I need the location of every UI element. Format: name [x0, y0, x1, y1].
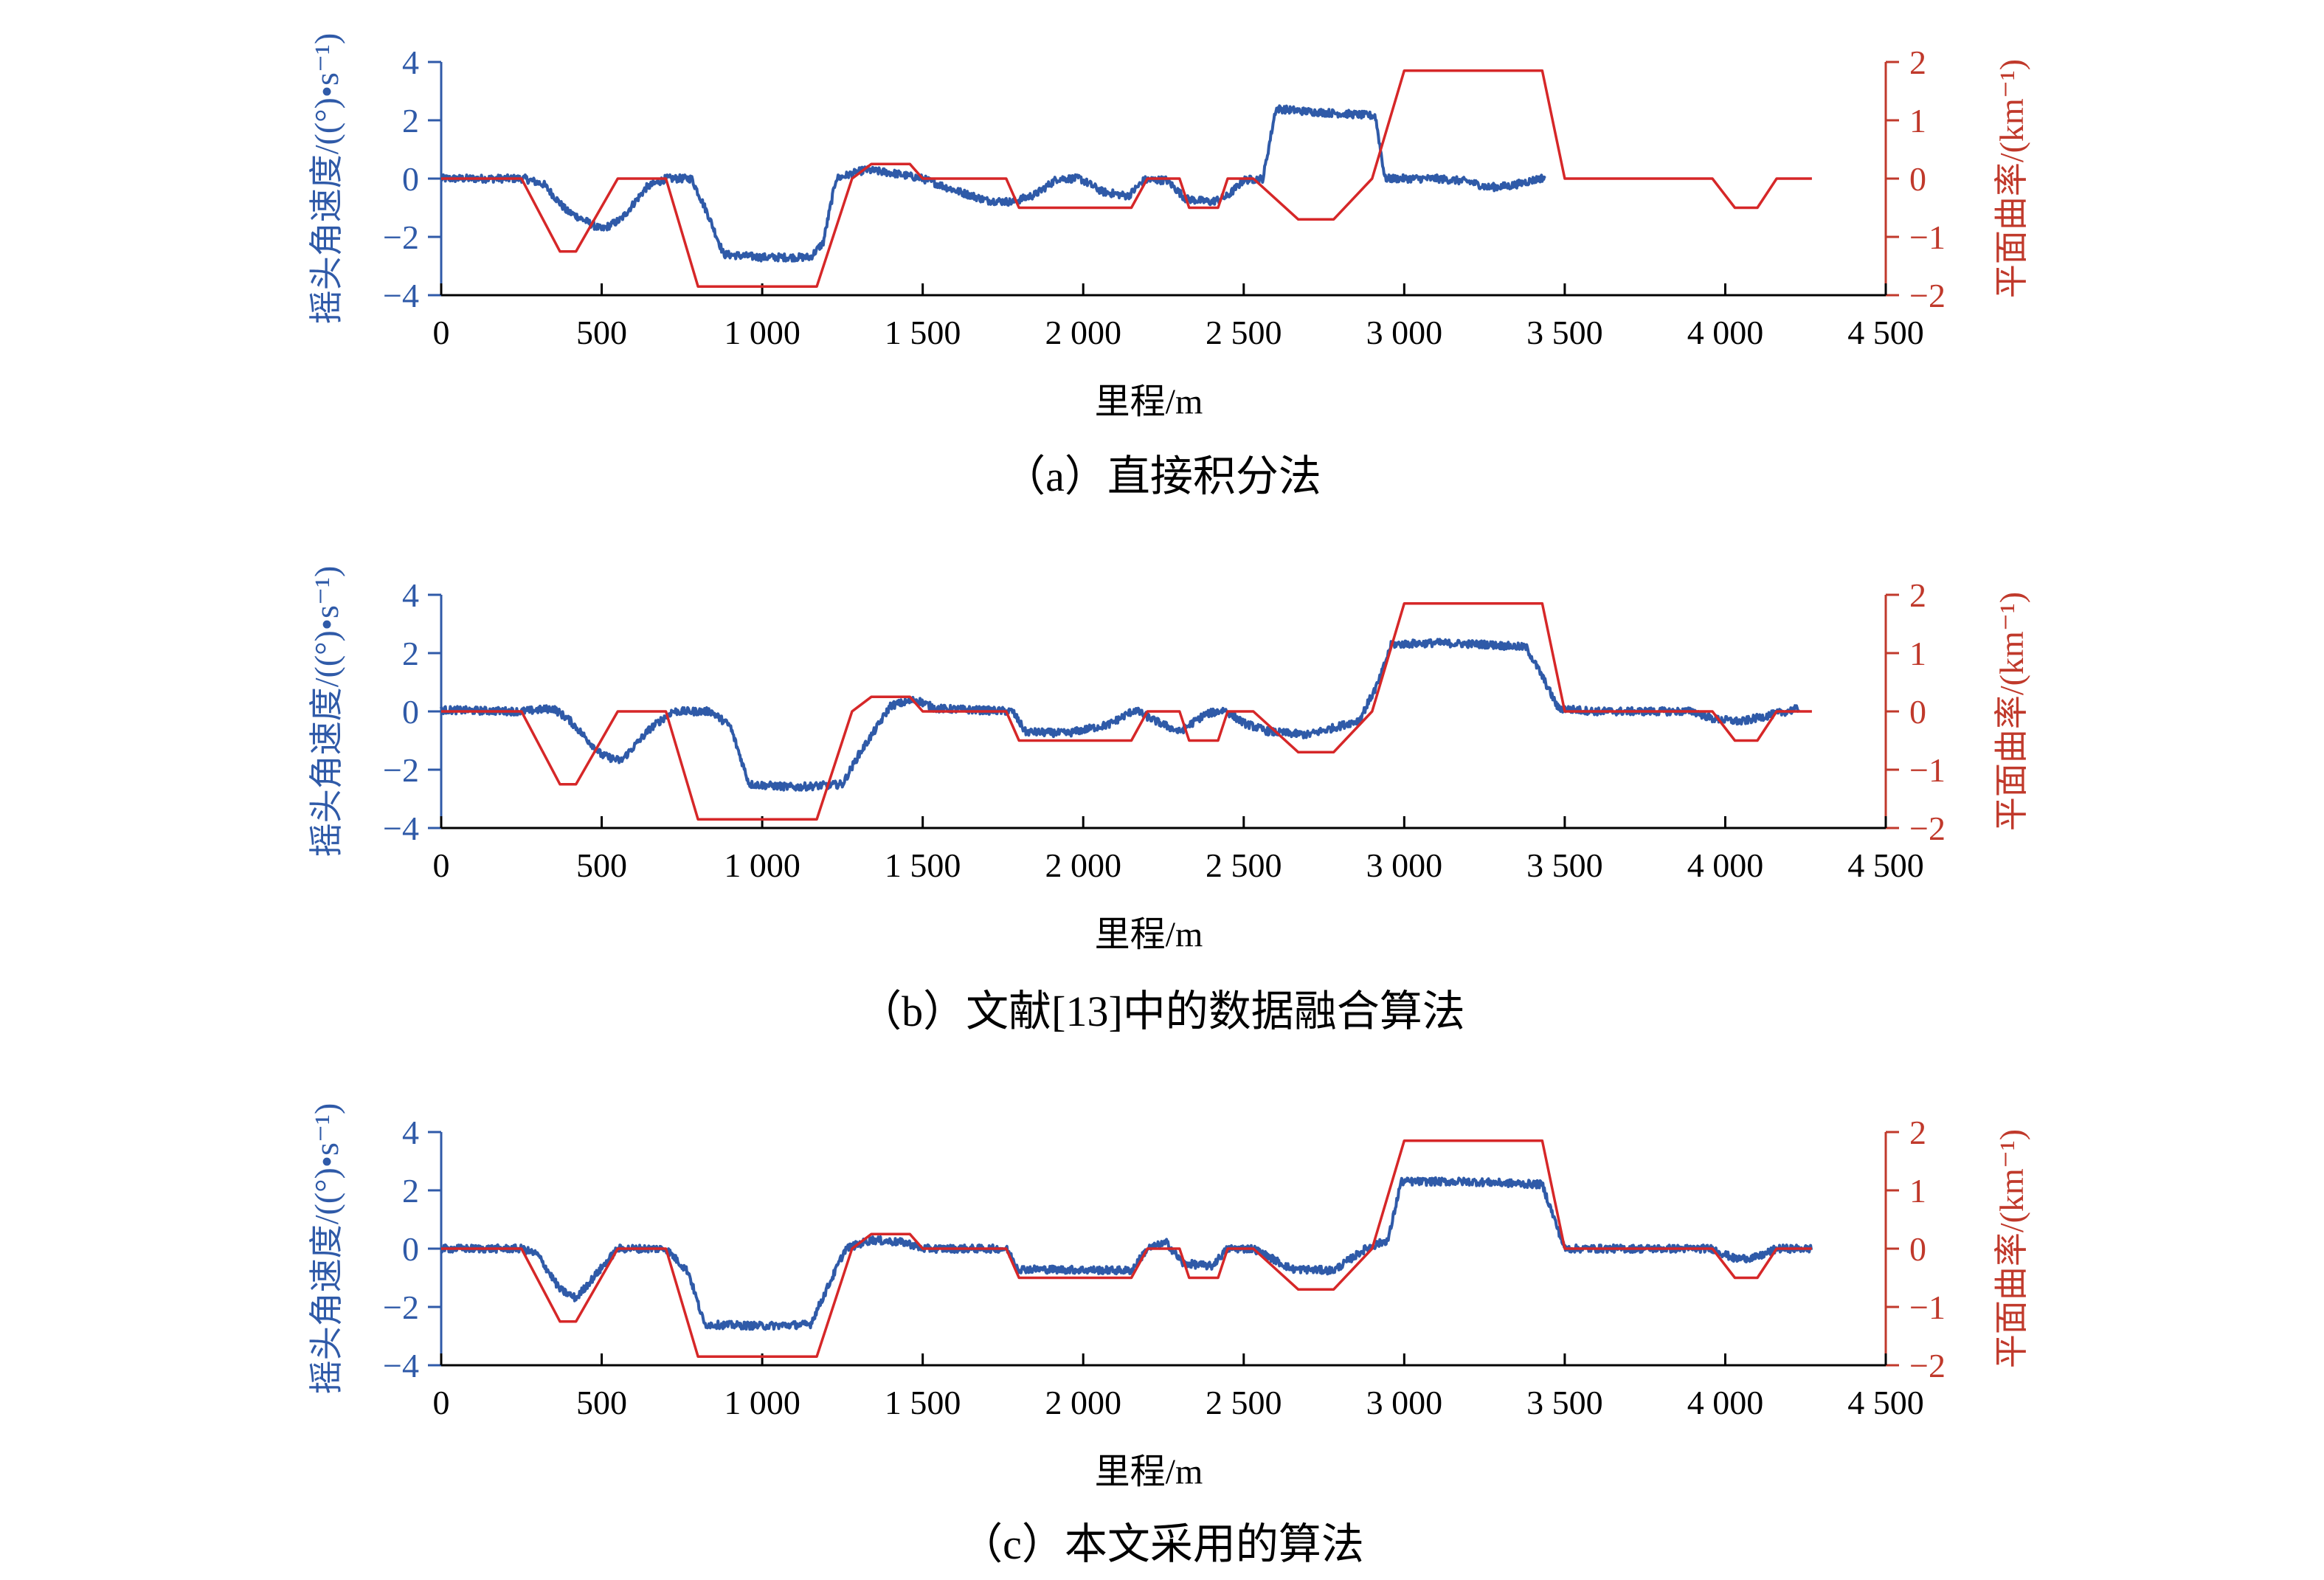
x-tick-label: 3 500: [1526, 314, 1603, 351]
x-tick-label: 4 000: [1687, 314, 1764, 351]
x-tick-label: 2 500: [1206, 846, 1282, 884]
x-tick-label: 3 000: [1366, 846, 1443, 884]
x-axis-title: 里程/m: [1095, 915, 1203, 954]
left-tick-label: −2: [383, 1289, 419, 1326]
right-tick-label: 0: [1909, 693, 1926, 731]
left-tick-label: 2: [402, 635, 419, 672]
right-tick-label: −1: [1909, 751, 1946, 789]
right-axis-title: 平面曲率/(km⁻¹): [1993, 1129, 2030, 1368]
x-tick-label: 3 000: [1366, 314, 1443, 351]
curvature-series-line: [441, 602, 1812, 821]
right-tick-label: 1: [1909, 1172, 1926, 1210]
x-tick-label: 1 000: [724, 314, 800, 351]
right-tick-label: −1: [1909, 1289, 1946, 1326]
left-tick-label: −4: [383, 1347, 419, 1384]
left-tick-label: −4: [383, 810, 419, 847]
x-tick-label: 2 000: [1045, 846, 1121, 884]
x-tick-label: 0: [433, 846, 450, 884]
x-tick-label: 2 000: [1045, 1384, 1121, 1421]
yaw-rate-series-line: [440, 638, 1800, 792]
curvature-series-line: [441, 69, 1812, 288]
right-tick-label: 2: [1909, 44, 1926, 81]
x-tick-label: 500: [576, 314, 627, 351]
x-axis-title: 里程/m: [1095, 1452, 1203, 1491]
right-tick-label: 2: [1909, 576, 1926, 614]
right-tick-label: −2: [1909, 810, 1946, 847]
chart-panel-a: 4 2 0 −2 −4 2 1 0 −1 −2 0 500 1 000 1 500 2 000 2 500 3 …: [308, 33, 2030, 500]
chart-panel-c: 4 2 0 −2 −4 2 1 0 −1 −2 0 500 1 000 1 500 2 000 2 500 3 …: [308, 1103, 2030, 1568]
right-tick-label: −1: [1909, 218, 1946, 256]
left-tick-label: −4: [383, 277, 419, 314]
right-tick-label: −2: [1909, 277, 1946, 314]
left-tick-label: −2: [383, 751, 419, 789]
left-tick-label: 2: [402, 102, 419, 139]
left-axis-title: 摇头角速度/((°)•s⁻¹): [308, 566, 345, 858]
yaw-rate-series-line: [440, 1176, 1813, 1331]
chart-panel-b: 4 2 0 −2 −4 2 1 0 −1 −2 0 500 1 000 1 500 2 000 2 500 3 …: [308, 566, 2030, 1035]
right-tick-label: 2: [1909, 1114, 1926, 1151]
left-tick-label: 4: [402, 44, 419, 81]
x-tick-label: 4 000: [1687, 846, 1764, 884]
right-axis-title: 平面曲率/(km⁻¹): [1993, 59, 2030, 298]
x-tick-label: 4 500: [1847, 1384, 1924, 1421]
x-tick-label: 2 500: [1206, 314, 1282, 351]
right-tick-label: 0: [1909, 160, 1926, 198]
x-tick-label: 3 500: [1526, 1384, 1603, 1421]
left-tick-label: −2: [383, 218, 419, 256]
left-tick-label: 0: [402, 160, 419, 198]
yaw-rate-series-line: [440, 104, 1546, 263]
x-axis-title: 里程/m: [1095, 382, 1203, 421]
panel-caption: （a）直接积分法: [1003, 452, 1321, 500]
x-tick-label: 2 500: [1206, 1384, 1282, 1421]
panel-caption: （b）文献[13]中的数据融合算法: [859, 987, 1465, 1035]
x-tick-label: 1 500: [885, 846, 961, 884]
curvature-series-line: [441, 1139, 1812, 1358]
x-tick-label: 500: [576, 1384, 627, 1421]
left-tick-label: 0: [402, 1230, 419, 1268]
x-tick-label: 2 000: [1045, 314, 1121, 351]
x-tick-label: 1 500: [885, 314, 961, 351]
x-tick-label: 1 000: [724, 846, 800, 884]
left-tick-label: 2: [402, 1172, 419, 1210]
x-tick-label: 1 000: [724, 1384, 800, 1421]
x-tick-label: 3 500: [1526, 846, 1603, 884]
x-tick-label: 1 500: [885, 1384, 961, 1421]
x-tick-label: 3 000: [1366, 1384, 1443, 1421]
panel-caption: （c）本文采用的算法: [960, 1520, 1364, 1568]
left-tick-label: 4: [402, 1114, 419, 1151]
x-tick-label: 4 000: [1687, 1384, 1764, 1421]
x-tick-label: 4 500: [1847, 846, 1924, 884]
right-axis-title: 平面曲率/(km⁻¹): [1993, 592, 2030, 831]
x-tick-label: 500: [576, 846, 627, 884]
left-axis-title: 摇头角速度/((°)•s⁻¹): [308, 1103, 345, 1395]
left-tick-label: 0: [402, 693, 419, 731]
right-tick-label: 1: [1909, 635, 1926, 672]
x-tick-label: 0: [433, 1384, 450, 1421]
left-tick-label: 4: [402, 576, 419, 614]
x-tick-label: 0: [433, 314, 450, 351]
right-tick-label: 0: [1909, 1230, 1926, 1268]
right-tick-label: 1: [1909, 102, 1926, 139]
x-tick-label: 4 500: [1847, 314, 1924, 351]
left-axis-title: 摇头角速度/((°)•s⁻¹): [308, 33, 345, 325]
right-tick-label: −2: [1909, 1347, 1946, 1384]
